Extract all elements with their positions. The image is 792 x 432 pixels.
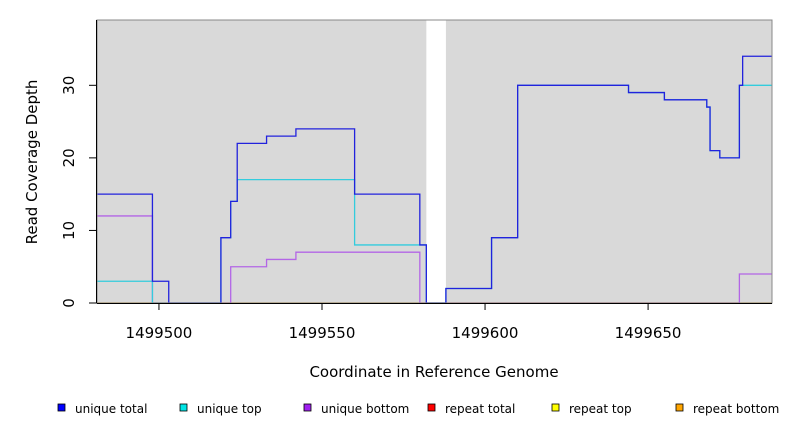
legend-label-unique-total: unique total	[75, 402, 147, 416]
y-tick-label: 20	[60, 148, 78, 167]
legend-label-unique-top: unique top	[197, 402, 262, 416]
y-tick-label: 30	[60, 76, 78, 95]
y-axis-title: Read Coverage Depth	[23, 80, 41, 245]
y-tick-label: 10	[60, 221, 78, 240]
legend-swatch-repeat-bottom	[675, 403, 684, 412]
legend-swatch-unique-top	[179, 403, 188, 412]
y-tick-label: 0	[60, 298, 78, 308]
legend-swatch-unique-total	[57, 403, 66, 412]
legend-label-repeat-bottom: repeat bottom	[693, 402, 779, 416]
x-tick-label: 1499650	[615, 324, 682, 342]
legend-swatch-repeat-top	[551, 403, 560, 412]
axis-layer: 0 10 20 30 1499500 1499550 1499600 1499650	[60, 20, 772, 342]
legend-swatch-repeat-total	[427, 403, 436, 412]
x-axis-title: Coordinate in Reference Genome	[309, 363, 558, 381]
gap-region	[426, 20, 446, 303]
x-tick-label: 1499500	[126, 324, 193, 342]
legend-label-repeat-total: repeat total	[445, 402, 515, 416]
x-tick-label: 1499600	[452, 324, 519, 342]
legend-label-repeat-top: repeat top	[569, 402, 632, 416]
legend-label-unique-bottom: unique bottom	[321, 402, 409, 416]
legend: unique total unique top unique bottom repea…	[57, 402, 779, 416]
legend-swatch-unique-bottom	[303, 403, 312, 412]
x-tick-label: 1499550	[289, 324, 356, 342]
